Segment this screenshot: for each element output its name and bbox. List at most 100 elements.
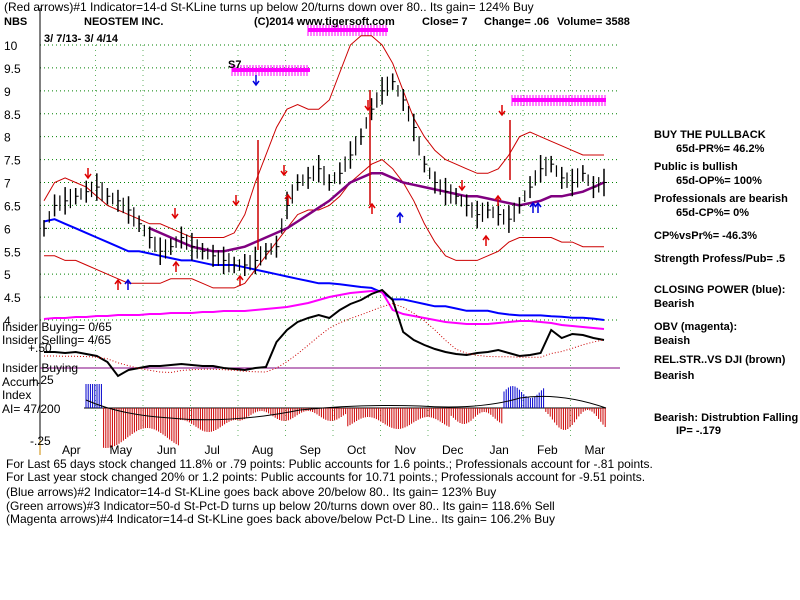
lower-band: [44, 159, 604, 289]
x-tick-label: May: [110, 443, 133, 457]
up-arrowhead: [494, 194, 502, 201]
y-tick-label: 7.5: [4, 154, 21, 168]
signal-bars: [231, 25, 606, 106]
closing-power-series: [43, 218, 605, 321]
relative-strength-line: [44, 288, 605, 378]
company-name: NEOSTEM INC.: [84, 16, 163, 28]
right-panel-line: 65d-CP%= 0%: [676, 207, 749, 219]
accum-ma: [85, 395, 607, 421]
x-tick-label: Aug: [252, 443, 273, 457]
x-tick-label: Feb: [537, 443, 558, 457]
right-panel-line: 65d-PR%= 46.2%: [676, 143, 765, 155]
y-tick-label: 7: [4, 177, 11, 191]
accumulation-histogram: [39, 384, 607, 455]
y-tick-label: 8: [4, 131, 11, 145]
right-summary-panel: BUY THE PULLBACK 65d-PR%= 46.2% Public is …: [654, 129, 798, 437]
y-tick-label: 6: [4, 222, 11, 236]
right-panel-line: Public is bullish: [654, 161, 738, 173]
ma-series: [149, 172, 605, 253]
right-panel-line: 65d-OP%= 100%: [676, 175, 762, 187]
footer-line: (Magenta arrows)#4 Indicator=14-d St-KLi…: [6, 512, 555, 526]
close-value: Close= 7: [422, 16, 468, 28]
right-panel-line: CP%vsPr%= -46.3%: [654, 230, 757, 242]
y-tick-label: 9.5: [4, 62, 21, 76]
minus25-label: -.25: [30, 434, 51, 448]
x-tick-label: Jun: [157, 443, 176, 457]
up-arrowhead: [529, 201, 537, 208]
y-tick-label: 9: [4, 85, 11, 99]
obv-series: [43, 289, 605, 330]
down-arrowhead: [232, 200, 240, 207]
right-panel-line: Beaish: [654, 335, 690, 347]
footer-notes: For Last 65 days stock changed 11.8% or …: [6, 457, 653, 526]
y-tick-label: 4: [4, 314, 11, 328]
right-panel-line: Professionals are bearish: [654, 193, 788, 205]
change-value: Change= .06: [484, 16, 549, 28]
plus50-label: +.50: [28, 341, 52, 355]
y-tick-label: 5: [4, 268, 11, 282]
ai-label: AI= 47/200: [2, 402, 61, 416]
insider-selling-count: Insider Selling= 4/65: [2, 333, 111, 347]
x-tick-label: Dec: [442, 443, 463, 457]
up-arrowhead: [172, 260, 180, 267]
right-panel-line: BUY THE PULLBACK: [654, 129, 766, 141]
footer-line: (Blue arrows)#2 Indicator=14-d St-KLine …: [6, 485, 496, 499]
signal-bar: [512, 98, 606, 102]
footer-line: For Last 65 days stock changed 11.8% or …: [6, 457, 653, 471]
footer-line: For Last year stock changed 20% or 1.2 p…: [6, 470, 645, 484]
y-tick-label: 6.5: [4, 199, 21, 213]
y-tick-label: 8.5: [4, 108, 21, 122]
right-panel-line: Bearish: [654, 370, 695, 382]
accum-label: Accum: [2, 375, 39, 389]
up-arrowhead: [368, 202, 376, 209]
rel-strength-series: [44, 288, 605, 378]
x-tick-label: Jan: [490, 443, 509, 457]
price-bars: [43, 73, 607, 276]
x-tick-label: Sep: [300, 443, 322, 457]
copyright: (C)2014 www.tigersoft.com: [254, 16, 395, 28]
footer-line: (Green arrows)#3 Indicator=50-d St-Pct-D…: [6, 499, 555, 513]
up-arrowhead: [534, 201, 542, 208]
indicator-1-legend: (Red arrows)#1 Indicator=14-d St-KLine t…: [4, 0, 534, 14]
y-tick-label: 4.5: [4, 291, 21, 305]
x-tick-label: Oct: [347, 443, 366, 457]
right-panel-line: Strength Profess/Pub= .5: [654, 253, 785, 265]
down-arrowhead: [364, 105, 372, 112]
date-range: 3/ 7/13- 3/ 4/14: [44, 33, 119, 45]
x-tick-label: Mar: [585, 443, 606, 457]
obv-line: [43, 289, 605, 330]
up-arrowhead: [236, 274, 244, 281]
index-label: Index: [2, 388, 31, 402]
moving-average-line: [149, 172, 605, 253]
right-panel-line: OBV (magenta):: [654, 321, 737, 333]
y-tick-label: 10: [4, 39, 18, 53]
up-arrowhead: [482, 234, 490, 241]
down-arrowhead: [252, 80, 260, 87]
plus25-label: +.25: [30, 373, 54, 387]
down-arrowhead: [84, 173, 92, 180]
right-panel-line: IP= -.179: [676, 425, 721, 437]
closing-power-line: [43, 218, 605, 321]
ticker-label: NBS: [4, 16, 27, 28]
x-tick-label: Nov: [395, 443, 416, 457]
rel-strength-ma: [44, 303, 605, 374]
y-tick-label: 5.5: [4, 245, 21, 259]
price-grid: [40, 44, 620, 440]
volume-value: Volume= 3588: [557, 16, 630, 28]
down-arrowhead: [171, 213, 179, 220]
insider-buying-count: Insider Buying= 0/65: [2, 320, 112, 334]
signal-bar: [308, 28, 388, 32]
up-arrowhead: [396, 211, 404, 218]
down-arrowhead: [498, 110, 506, 117]
x-tick-label: Jul: [205, 443, 220, 457]
right-panel-line: CLOSING POWER (blue):: [654, 284, 785, 296]
right-panel-line: Bearish: [654, 298, 695, 310]
signal-arrows: [84, 75, 542, 290]
insider-buying-label: Insider Buying: [2, 361, 78, 375]
up-arrowhead: [114, 278, 122, 285]
down-arrowhead: [458, 185, 466, 192]
y-axis-ticks: 10 9.5 9 8.5 8 7.5 7 6.5 6 5.5 5 4.5 4: [4, 39, 21, 328]
x-axis-labels: Apr May Jun Jul Aug Sep Oct Nov Dec Jan Feb Mar: [62, 443, 605, 457]
x-tick-label: Apr: [62, 443, 81, 457]
